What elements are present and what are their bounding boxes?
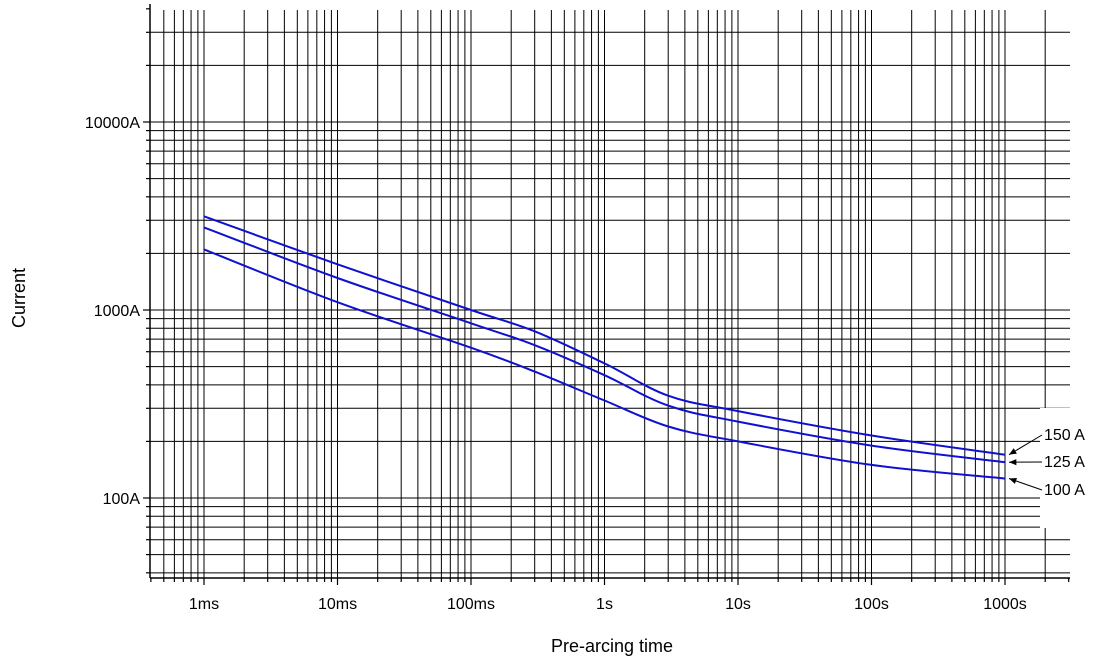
axes: [143, 4, 1070, 585]
series-line-0: [203, 215, 1006, 456]
x-tick-label: 10s: [725, 596, 751, 613]
y-tick-label: 10000A: [85, 115, 140, 132]
x-tick-label: 1000s: [983, 596, 1027, 613]
y-axis-title: Current: [9, 268, 29, 328]
label-backdrop: [1040, 408, 1070, 528]
series-line-1: [203, 226, 1006, 464]
x-tick-label: 10ms: [318, 596, 357, 613]
x-tick-label: 100s: [854, 596, 889, 613]
x-tick-label: 100ms: [447, 596, 495, 613]
y-tick-label: 100A: [103, 491, 141, 508]
grid: [150, 10, 1070, 578]
y-tick-label: 1000A: [94, 303, 141, 320]
series-label: 100 A: [1044, 482, 1085, 499]
x-tick-label: 1s: [596, 596, 613, 613]
leader-arrowhead: [1009, 459, 1017, 466]
series: [203, 215, 1006, 480]
series-label: 150 A: [1044, 427, 1085, 444]
x-tick-label: 1ms: [189, 596, 219, 613]
labels: 1ms 10ms 100ms 1s 10s 100s 1000s 100A 1000A 10000…: [85, 115, 1085, 613]
leader-arrowhead: [1009, 448, 1017, 455]
x-axis-title: Pre-arcing time: [551, 636, 673, 656]
series-line-2: [203, 248, 1006, 480]
series-label: 125 A: [1044, 454, 1085, 471]
leader-arrowhead: [1009, 478, 1017, 484]
